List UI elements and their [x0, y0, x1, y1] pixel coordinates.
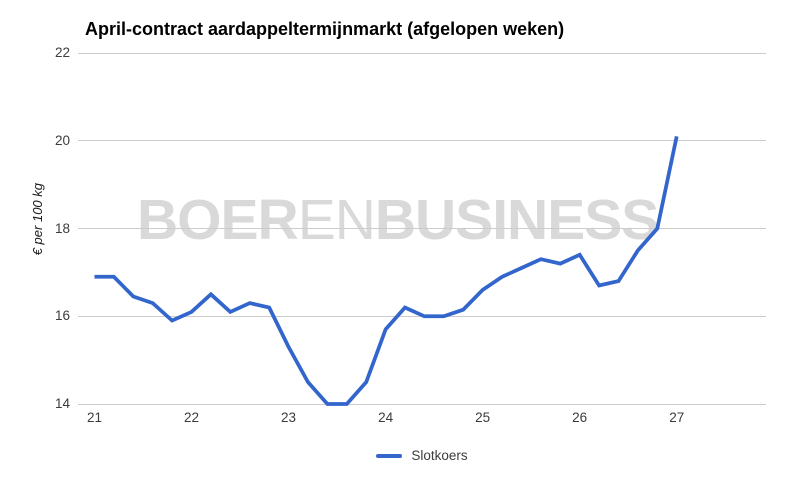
x-tick-label: 25 — [475, 410, 491, 425]
legend-label: Slotkoers — [411, 448, 468, 463]
chart-title: April-contract aardappeltermijnmarkt (af… — [85, 19, 565, 39]
y-tick-label: 14 — [54, 396, 70, 411]
x-tick-label: 22 — [184, 410, 200, 425]
gridline — [78, 52, 766, 54]
series-line — [94, 136, 679, 406]
x-tick-label: 24 — [378, 410, 394, 425]
y-tick-label: 20 — [54, 132, 70, 148]
plot-area: 14 16 18 20 22 21 22 23 24 25 26 27 — [55, 45, 766, 425]
y-tick-label: 18 — [54, 220, 70, 236]
slotkoers-line — [94, 136, 679, 406]
watermark: BOERENBUSINESS — [137, 192, 659, 249]
legend: Slotkoers — [78, 448, 766, 463]
watermark-part-boer: BOER — [137, 188, 299, 252]
gridline — [78, 228, 766, 229]
gridline — [78, 403, 766, 405]
gridline — [78, 140, 766, 142]
watermark-part-business: BUSINESS — [374, 188, 659, 252]
y-axis-title: € per 100 kg — [30, 183, 45, 256]
y-tick-label: 22 — [54, 45, 70, 60]
y-tick-label: 16 — [54, 308, 70, 324]
watermark-part-en: EN — [297, 188, 376, 252]
x-tick-label: 26 — [572, 410, 588, 425]
x-tick-label: 21 — [86, 410, 102, 425]
x-tick-label: 23 — [281, 410, 297, 425]
x-tick-label: 27 — [669, 410, 685, 425]
legend-line-swatch — [376, 453, 403, 458]
